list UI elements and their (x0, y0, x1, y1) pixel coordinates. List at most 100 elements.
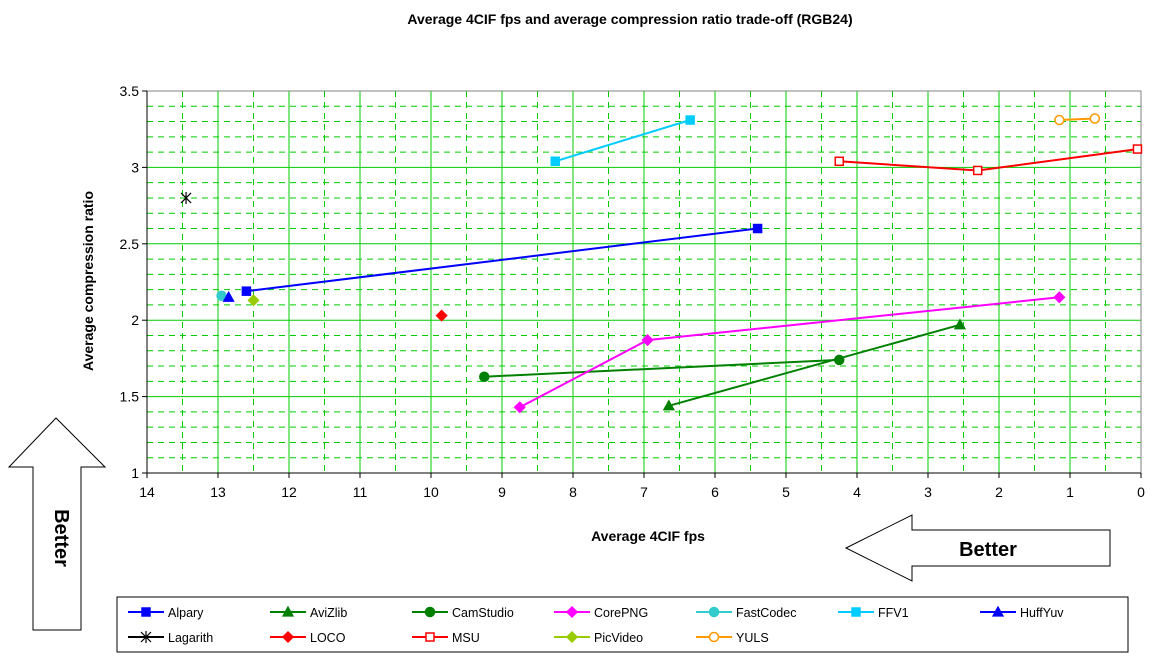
x-tick-label: 7 (640, 484, 648, 500)
legend-label: PicVideo (594, 631, 643, 645)
legend-label: MSU (452, 631, 480, 645)
legend-label: CamStudio (452, 606, 514, 620)
data-point-camstudio (834, 354, 845, 366)
legend-swatch-marker (565, 605, 579, 619)
legend-items: Alpary AviZlib CamStudio CorePNG FastCodec FF… (128, 605, 1064, 645)
series-loco (435, 309, 448, 322)
x-axis-title: Average 4CIF fps (591, 528, 705, 544)
x-tick-label: 11 (353, 484, 368, 500)
x-tick-label: 8 (569, 484, 577, 500)
data-point-yuls (1089, 113, 1101, 124)
series-line-yuls (1059, 117, 1095, 121)
data-point-corepng (513, 401, 526, 414)
legend-swatch-marker (425, 632, 435, 642)
legend-label: FastCodec (736, 606, 796, 620)
data-point-lagarith (180, 191, 192, 204)
data-point-ffv1 (685, 115, 695, 125)
better-horizontal-label: Better (959, 539, 1017, 561)
legend-swatch-marker (708, 606, 720, 618)
x-tick-label: 6 (711, 484, 719, 500)
grid-layer (146, 90, 1142, 474)
data-point-huffyuv (222, 290, 235, 302)
series-line-camstudio (484, 358, 840, 378)
legend-item-yuls: YULS (696, 631, 769, 645)
data-point-ffv1 (550, 156, 560, 167)
series-layer (180, 113, 1143, 414)
x-tick-label: 3 (924, 484, 932, 500)
y-tick-label: 3 (131, 159, 139, 175)
legend-label: Lagarith (168, 631, 213, 645)
legend-label: LOCO (310, 631, 346, 645)
x-tick-label: 13 (210, 484, 226, 500)
legend: Alpary AviZlib CamStudio CorePNG FastCodec FF… (116, 596, 1129, 653)
y-tick-label: 1.5 (120, 389, 140, 405)
x-tick-label: 10 (423, 484, 439, 500)
legend-swatch-marker (851, 607, 861, 617)
legend-swatch-marker (991, 605, 1005, 617)
data-point-camstudio (479, 371, 490, 382)
legend-item-huffyuv: HuffYuv (980, 605, 1064, 620)
legend-swatch-marker (424, 606, 436, 618)
series-msu (834, 144, 1143, 176)
data-point-msu (972, 165, 983, 176)
legend-swatch-marker (281, 630, 295, 644)
data-point-msu (1132, 144, 1143, 154)
x-tick-label: 14 (139, 484, 155, 500)
up-arrow-shape (7, 417, 107, 631)
x-tick-label: 1 (1066, 484, 1074, 500)
data-point-alpary (752, 223, 763, 234)
series-line-alpary (246, 227, 758, 293)
y-tick-label: 1 (131, 465, 139, 481)
series-lagarith (180, 191, 192, 204)
better-up-arrow: Better (7, 417, 107, 631)
legend-swatch-marker (140, 631, 152, 643)
data-point-picvideo (247, 294, 260, 307)
legend-item-fastcodec: FastCodec (696, 606, 796, 620)
legend-label: AviZlib (310, 606, 347, 620)
legend-label: YULS (736, 631, 769, 645)
data-point-avizlib (953, 318, 967, 330)
legend-item-loco: LOCO (270, 630, 346, 645)
left-arrow-shape (844, 514, 1111, 582)
legend-item-corepng: CorePNG (554, 605, 648, 620)
y-tick-label: 2 (131, 312, 139, 328)
legend-item-ffv1: FFV1 (838, 606, 909, 620)
legend-label: FFV1 (878, 606, 909, 620)
series-avizlib (662, 318, 967, 411)
series-alpary (241, 223, 763, 296)
legend-item-alpary: Alpary (128, 606, 204, 620)
legend-item-lagarith: Lagarith (128, 631, 213, 645)
better-left-arrow: Better (844, 514, 1111, 582)
series-huffyuv (222, 290, 235, 302)
series-line-avizlib (668, 323, 961, 407)
legend-item-msu: MSU (412, 631, 480, 645)
x-tick-label: 12 (281, 484, 297, 500)
better-vertical-label: Better (50, 509, 72, 567)
legend-label: Alpary (168, 606, 204, 620)
legend-label: CorePNG (594, 606, 648, 620)
data-point-loco (435, 309, 448, 322)
legend-swatch-marker (281, 605, 295, 617)
x-tick-label: 0 (1137, 484, 1145, 500)
legend-item-avizlib: AviZlib (270, 605, 347, 620)
data-point-corepng (1053, 291, 1066, 304)
legend-swatch-marker (141, 607, 151, 617)
y-tick-label: 3.5 (120, 83, 140, 99)
legend-label: HuffYuv (1020, 606, 1064, 620)
series-yuls (1054, 113, 1101, 126)
legend-swatch-marker (708, 631, 720, 643)
data-point-corepng (641, 334, 654, 347)
series-picvideo (247, 294, 260, 307)
data-point-msu (834, 156, 844, 167)
legend-swatch-marker (565, 630, 579, 644)
x-tick-label: 9 (498, 484, 506, 500)
series-ffv1 (550, 115, 695, 167)
y-axis-title: Average compression ratio (80, 191, 96, 371)
x-tick-label: 5 (782, 484, 790, 500)
series-corepng (513, 291, 1066, 414)
series-line-ffv1 (555, 119, 691, 163)
data-point-alpary (241, 286, 252, 296)
legend-item-picvideo: PicVideo (554, 630, 643, 645)
